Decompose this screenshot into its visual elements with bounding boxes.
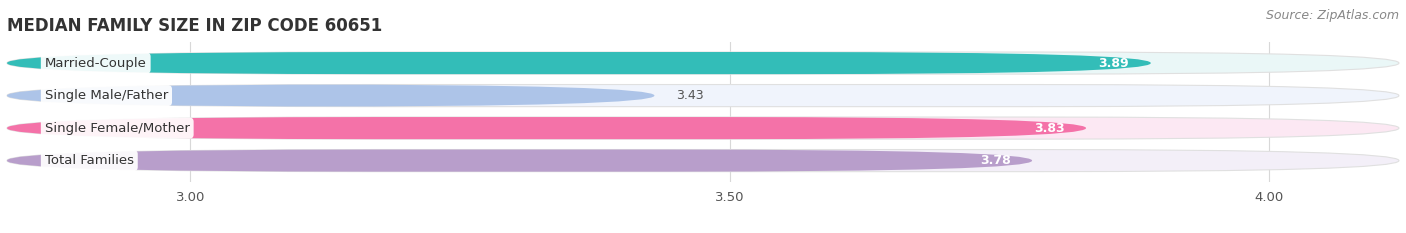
Text: 3.43: 3.43 — [676, 89, 703, 102]
Text: Single Female/Mother: Single Female/Mother — [45, 122, 190, 135]
FancyBboxPatch shape — [7, 117, 1399, 139]
FancyBboxPatch shape — [7, 150, 1032, 172]
FancyBboxPatch shape — [7, 85, 654, 107]
FancyBboxPatch shape — [7, 85, 1399, 107]
Text: 3.83: 3.83 — [1033, 122, 1064, 135]
Text: 3.78: 3.78 — [980, 154, 1011, 167]
FancyBboxPatch shape — [7, 52, 1150, 74]
Text: 3.89: 3.89 — [1098, 57, 1129, 70]
FancyBboxPatch shape — [7, 117, 1085, 139]
Text: MEDIAN FAMILY SIZE IN ZIP CODE 60651: MEDIAN FAMILY SIZE IN ZIP CODE 60651 — [7, 17, 382, 35]
Text: Total Families: Total Families — [45, 154, 134, 167]
Text: Single Male/Father: Single Male/Father — [45, 89, 169, 102]
FancyBboxPatch shape — [7, 150, 1399, 172]
Text: Source: ZipAtlas.com: Source: ZipAtlas.com — [1265, 9, 1399, 22]
FancyBboxPatch shape — [7, 52, 1399, 74]
Text: Married-Couple: Married-Couple — [45, 57, 146, 70]
